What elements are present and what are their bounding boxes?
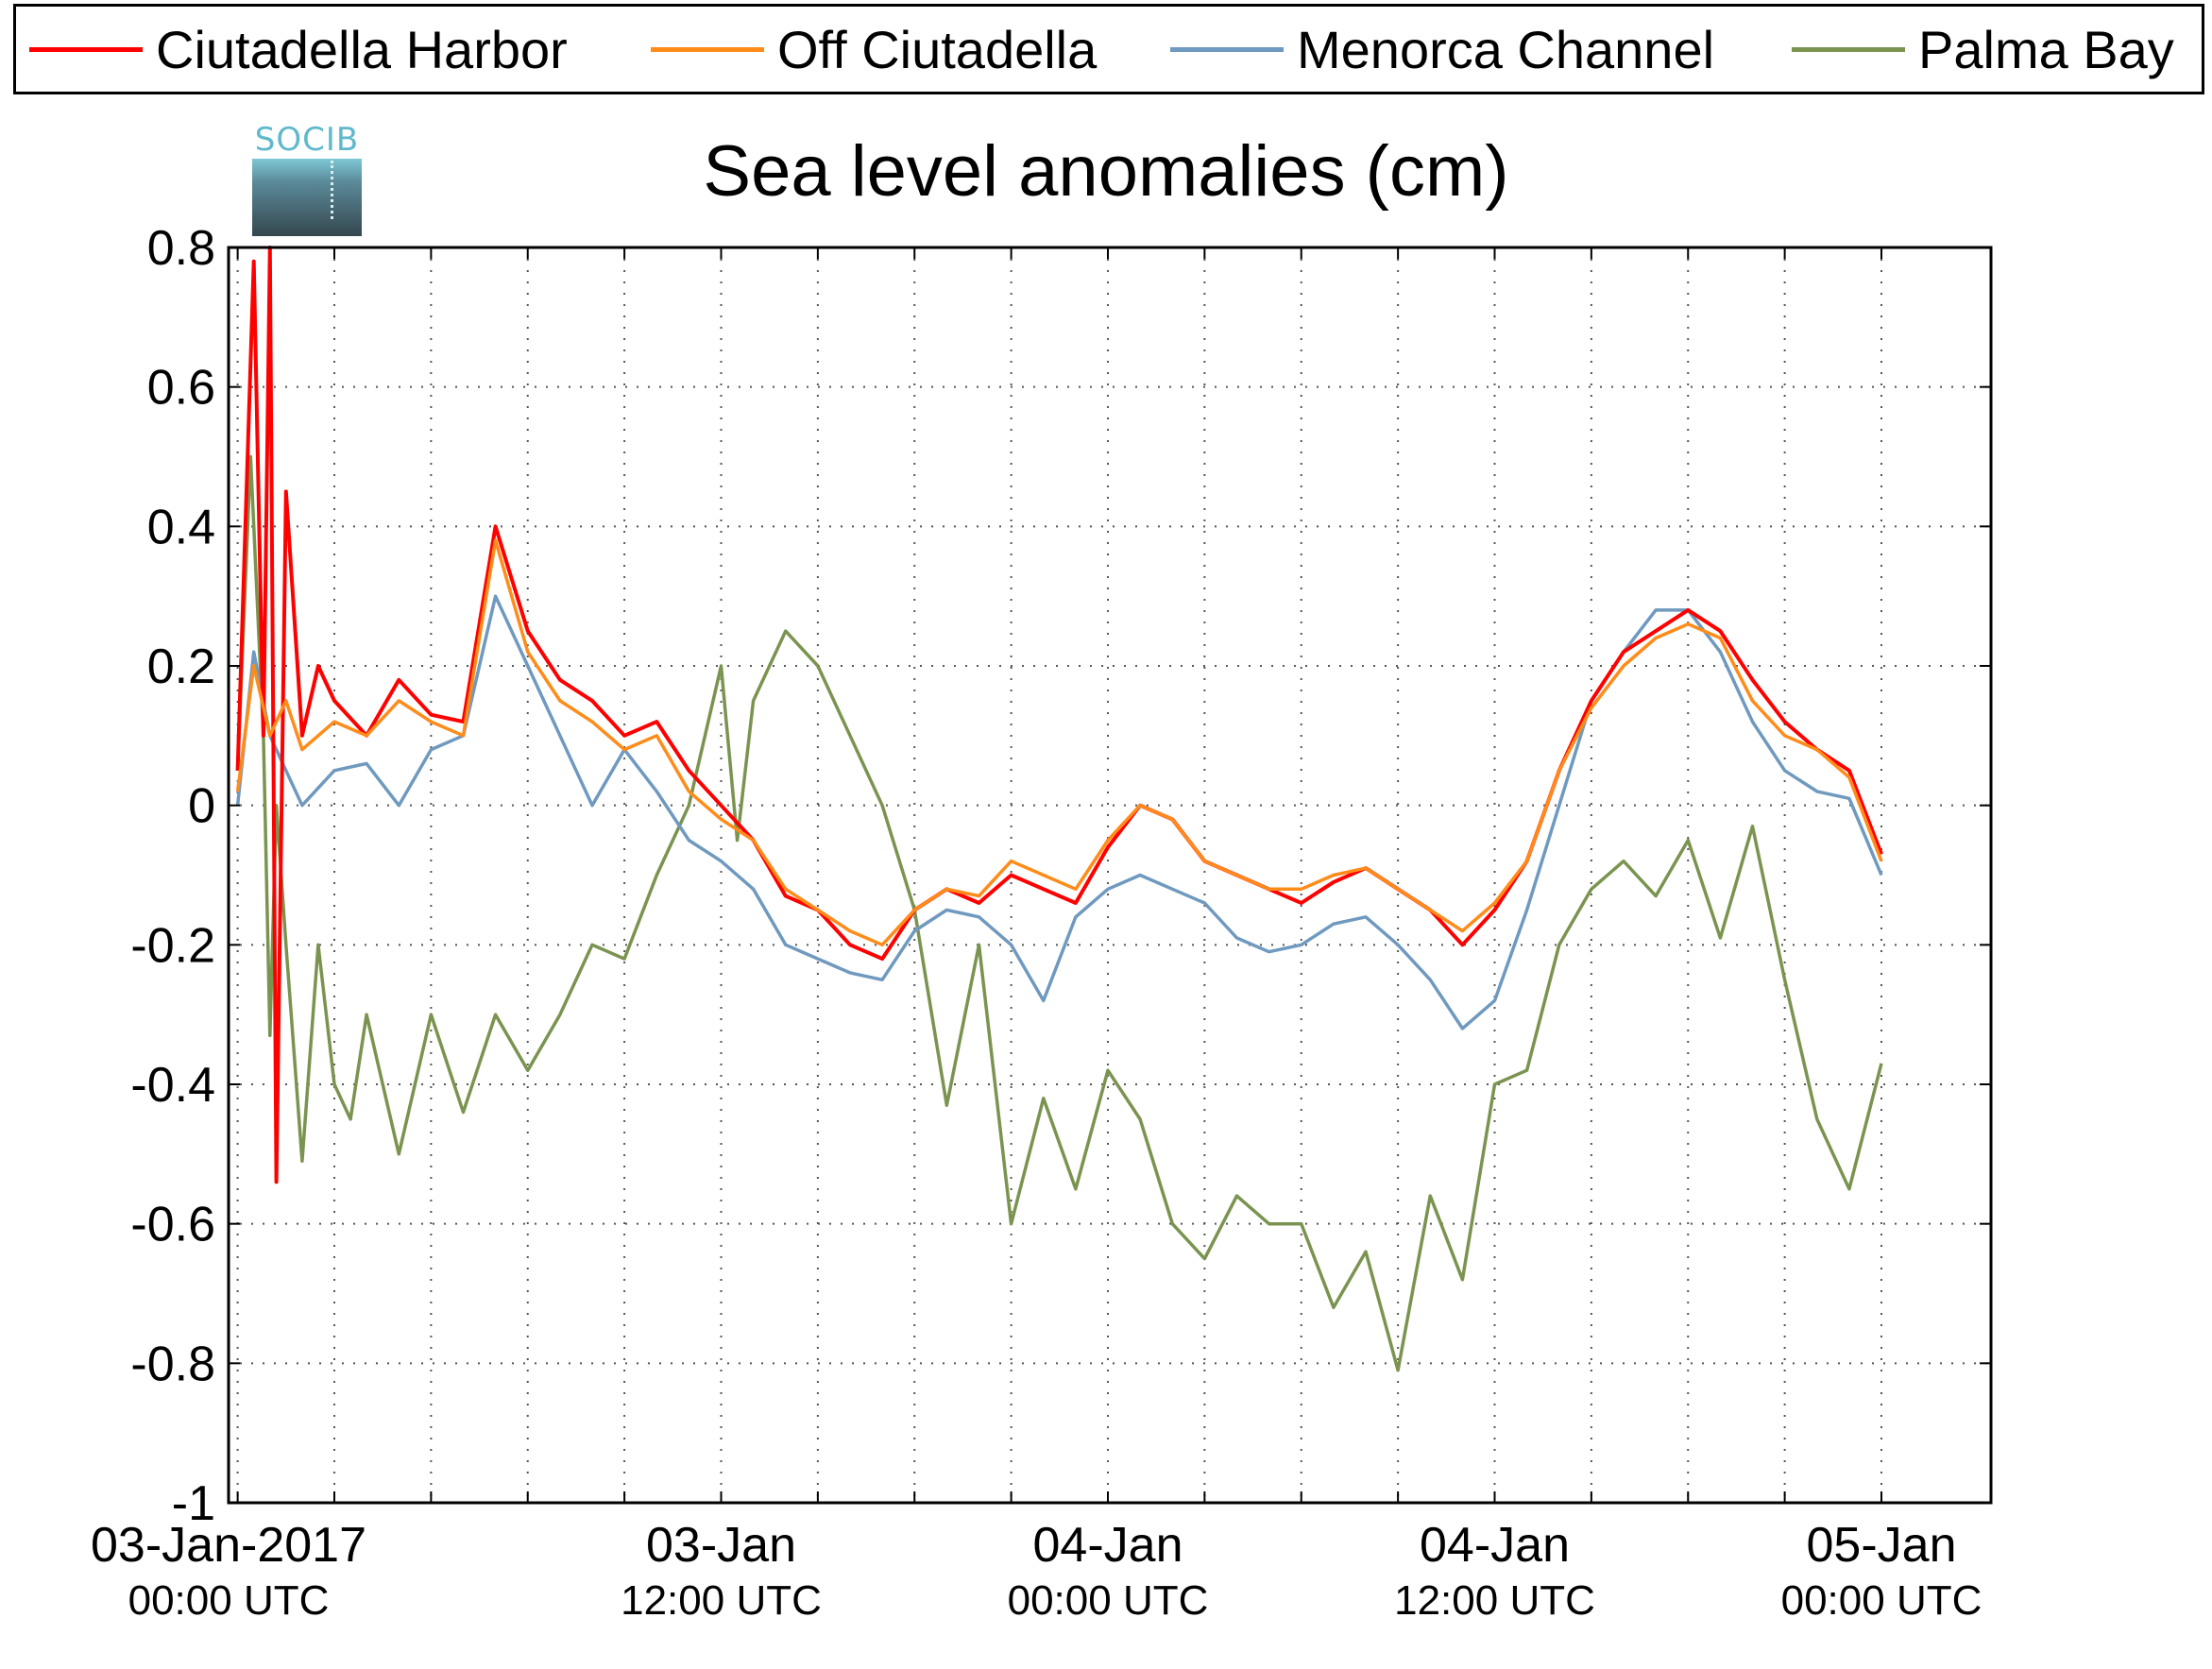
logo-wordmark: SOCIB [254, 121, 360, 159]
y-tick-label: -1 [172, 1476, 215, 1531]
y-tick-label: 0.6 [147, 361, 215, 416]
x-tick-label-time: 12:00 UTC [1394, 1577, 1595, 1624]
legend-label: Ciutadella Harbor [156, 19, 568, 79]
y-tick-label: 0 [188, 779, 215, 834]
logo-graphic [252, 159, 362, 236]
axis-ticks: 0.8 0.6 0.4 0.2 0 -0.2 -0.4 -0.6 -0.8 -103-Jan-20… [91, 221, 1991, 1624]
y-tick-label: 0.4 [147, 500, 215, 554]
y-tick-label: -0.2 [130, 918, 215, 973]
legend-item-menorca-channel: Menorca Channel [1170, 7, 1714, 92]
x-tick-label-date: 03-Jan-2017 [91, 1518, 366, 1573]
x-tick-label-date: 03-Jan [646, 1518, 796, 1573]
legend-label: Palma Bay [1918, 19, 2174, 79]
legend-item-off-ciutadella: Off Ciutadella [651, 7, 1097, 92]
x-tick-label-time: 00:00 UTC [1781, 1577, 1982, 1624]
legend-swatch [1170, 46, 1284, 52]
plot-frame [227, 246, 1993, 1505]
series-lines [235, 246, 1883, 1372]
grid-lines [229, 247, 1991, 1504]
legend-item-palma-bay: Palma Bay [1792, 7, 2174, 92]
legend-label: Off Ciutadella [777, 19, 1097, 79]
series-line-off-ciutadella [235, 538, 1883, 947]
y-tick-label: 0.2 [147, 639, 215, 694]
series-line-palma-bay [235, 454, 1883, 1372]
x-tick-label-time: 00:00 UTC [128, 1577, 330, 1624]
legend-label: Menorca Channel [1297, 19, 1715, 79]
legend-item-ciutadella-harbor: Ciutadella Harbor [29, 7, 568, 92]
socib-logo: SOCIB [250, 121, 364, 236]
x-tick-label-date: 04-Jan [1420, 1518, 1570, 1573]
legend-swatch [651, 46, 764, 52]
y-tick-label: 0.8 [147, 221, 215, 276]
legend-swatch [1792, 46, 1905, 52]
x-tick-label-date: 05-Jan [1807, 1518, 1957, 1573]
legend-swatch [29, 46, 143, 52]
x-tick-label-time: 00:00 UTC [1008, 1577, 1209, 1624]
x-tick-label-date: 04-Jan [1033, 1518, 1183, 1573]
series-line-menorca-channel [235, 594, 1883, 1030]
y-tick-label: -0.6 [130, 1198, 215, 1252]
chart-title: Sea level anomalies (cm) [703, 131, 1509, 212]
logo-dash [331, 161, 333, 219]
legend: Ciutadella Harbor Off Ciutadella Menorca… [13, 4, 2204, 94]
series-line-ciutadella-harbor [235, 246, 1883, 1184]
y-tick-label: -0.4 [130, 1058, 215, 1113]
x-tick-label-time: 12:00 UTC [621, 1577, 822, 1624]
y-tick-label: -0.8 [130, 1337, 215, 1391]
